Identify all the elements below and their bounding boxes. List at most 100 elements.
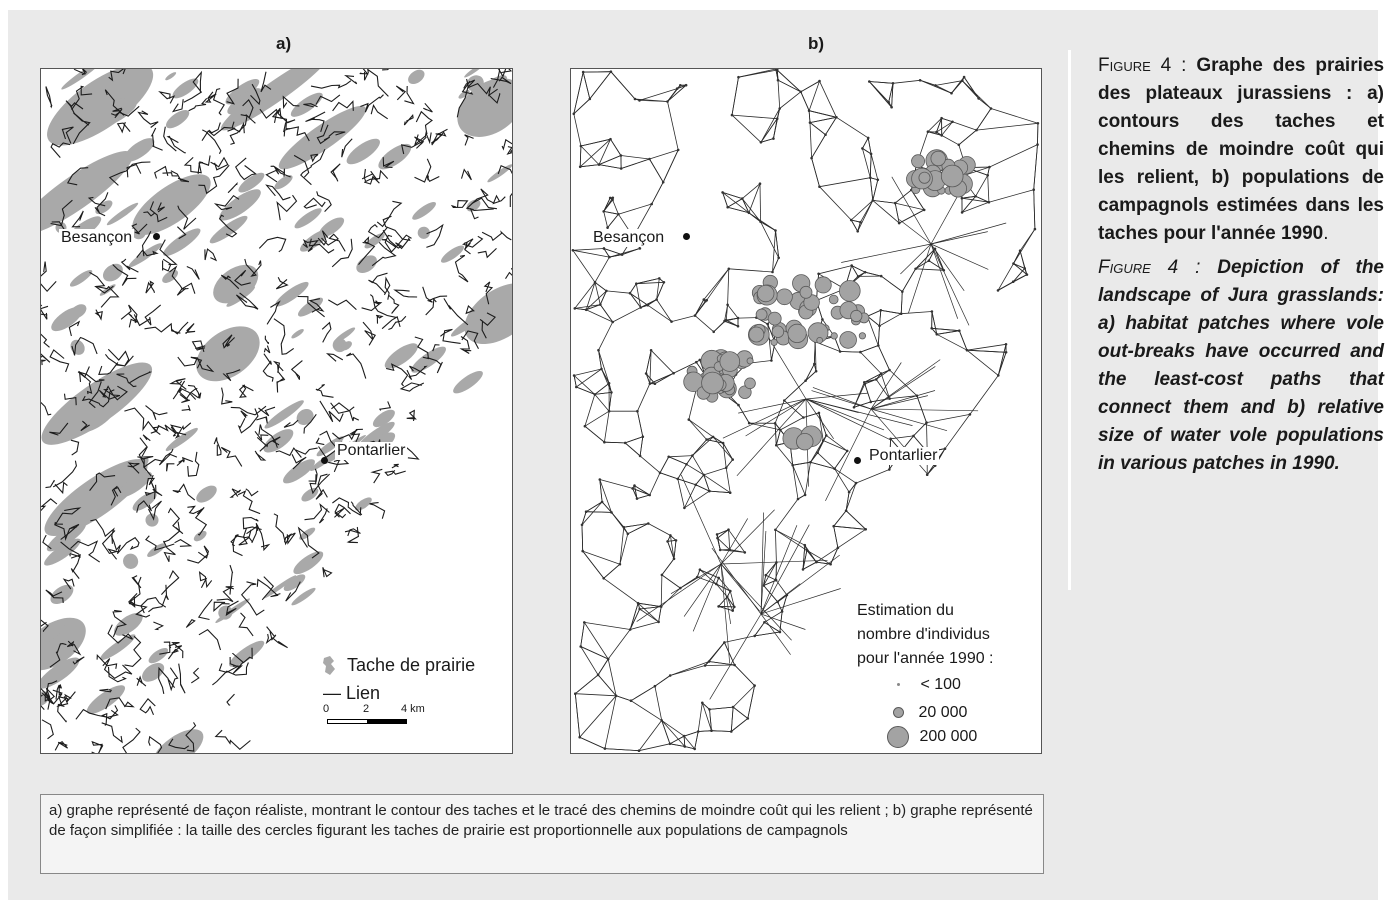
- patch-node: [737, 75, 740, 79]
- graph-link: [870, 408, 948, 432]
- path-link: [108, 69, 126, 82]
- graph-link: [619, 527, 625, 565]
- graph-link: [729, 549, 745, 553]
- path-link: [227, 181, 238, 194]
- path-link: [54, 481, 68, 495]
- graph-link: [603, 563, 621, 579]
- path-link: [291, 453, 307, 470]
- grassland-patch: [213, 264, 259, 304]
- path-link: [383, 276, 391, 300]
- path-link: [80, 420, 90, 432]
- graph-link: [764, 621, 781, 633]
- graph-link: [625, 436, 643, 444]
- path-link: [220, 446, 243, 467]
- path-link: [370, 468, 383, 484]
- legend-a: Tache de prairie — Lien 0 2 4 km: [321, 655, 501, 745]
- path-link: [461, 330, 479, 349]
- path-link: [70, 554, 82, 579]
- graph-link: [580, 164, 600, 168]
- patch-node: [581, 70, 585, 74]
- patch-node: [766, 322, 769, 326]
- patch-node: [833, 467, 836, 471]
- patch-node: [574, 692, 577, 695]
- path-link: [96, 653, 118, 669]
- graph-link: [584, 425, 605, 443]
- grassland-patch: [165, 72, 177, 81]
- graph-link: [775, 69, 779, 81]
- path-link: [139, 697, 156, 716]
- graph-link: [649, 472, 661, 496]
- path-link: [303, 197, 326, 209]
- patch-node: [636, 601, 640, 605]
- patch-node: [602, 210, 605, 213]
- path-link: [317, 230, 329, 246]
- grassland-patch: [294, 208, 322, 229]
- graph-link: [760, 530, 767, 615]
- patch-node: [888, 368, 891, 372]
- graph-link: [880, 275, 903, 292]
- graph-link: [913, 422, 927, 437]
- graph-link: [580, 138, 611, 147]
- path-link: [213, 437, 222, 457]
- patch-node: [778, 107, 781, 110]
- graph-link: [724, 635, 755, 643]
- patch-node: [716, 536, 719, 540]
- patch-node: [658, 277, 661, 280]
- grassland-patch: [165, 427, 198, 452]
- patch-node: [619, 154, 623, 157]
- graph-link: [581, 511, 587, 525]
- path-link: [107, 624, 134, 644]
- grassland-patch: [263, 575, 297, 599]
- path-link: [158, 91, 176, 104]
- patch-node: [593, 393, 597, 396]
- graph-link: [891, 83, 894, 108]
- graph-link: [656, 278, 660, 300]
- patch-node: [685, 463, 688, 466]
- graph-link: [870, 366, 936, 410]
- graph-link: [899, 209, 925, 224]
- path-link: [124, 635, 142, 667]
- path-link: [381, 239, 397, 248]
- graph-link: [819, 177, 871, 188]
- path-link: [41, 619, 49, 632]
- path-link: [197, 598, 213, 621]
- grassland-patch: [378, 143, 412, 170]
- graph-link: [638, 743, 670, 752]
- graph-link: [748, 212, 776, 231]
- patch-node: [803, 493, 807, 497]
- graph-link: [851, 219, 861, 223]
- graph-link: [868, 81, 892, 108]
- grassland-patch: [299, 527, 316, 540]
- path-link: [258, 236, 287, 253]
- legend-link-label: — Lien: [323, 683, 381, 703]
- graph-link: [606, 290, 631, 294]
- graph-link: [819, 80, 837, 118]
- path-link: [331, 238, 353, 268]
- graph-link: [760, 221, 780, 258]
- path-link: [273, 513, 292, 546]
- patch-node: [868, 80, 871, 83]
- patch-node: [638, 99, 641, 102]
- path-link: [285, 581, 301, 602]
- path-link: [136, 675, 147, 687]
- graph-link: [604, 411, 610, 443]
- patch-node: [807, 109, 811, 112]
- patch-node: [705, 438, 708, 441]
- patch-node: [581, 549, 584, 553]
- patch-node: [825, 434, 828, 437]
- graph-link: [720, 509, 775, 565]
- path-link: [426, 223, 444, 248]
- graph-link: [579, 695, 617, 738]
- grassland-patch: [102, 263, 123, 282]
- graph-link: [607, 213, 619, 228]
- grassland-patch: [229, 640, 265, 667]
- patch-node: [573, 307, 577, 310]
- grassland-patch: [263, 429, 294, 453]
- patch-node: [1011, 280, 1015, 283]
- patch-node: [1036, 122, 1040, 125]
- graph-link: [639, 455, 661, 474]
- patch-node: [888, 397, 891, 400]
- patch-node: [674, 539, 678, 542]
- graph-link: [709, 613, 762, 700]
- graph-link: [867, 309, 881, 317]
